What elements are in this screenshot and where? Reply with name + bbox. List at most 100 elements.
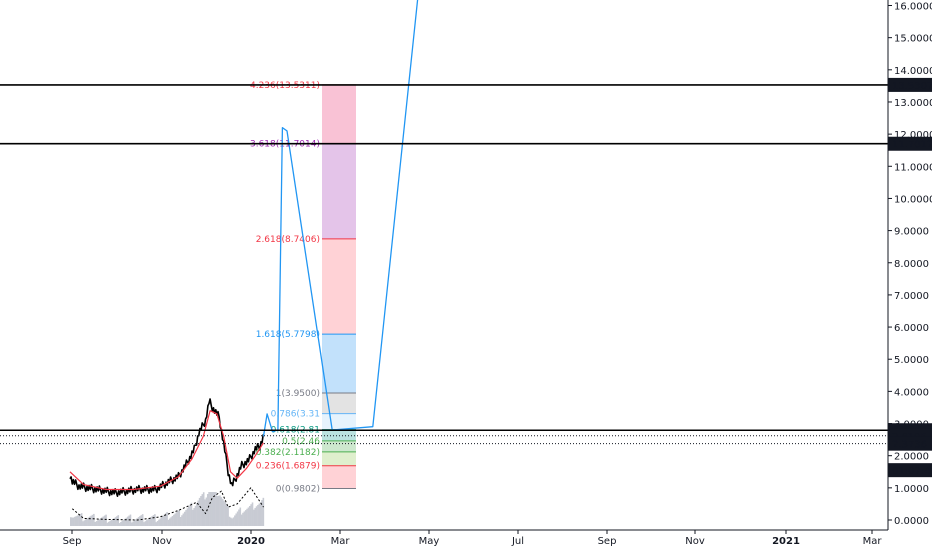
volume-bar [158,519,160,526]
fib-zone [322,413,356,430]
volume-bar [137,517,140,526]
fib-level-label: 1(3.9500) [276,389,320,399]
volume-bar [248,505,251,526]
volume-bar [128,515,130,526]
fib-zone [322,392,356,414]
volume-bar [75,516,78,526]
x-tick-label: Nov [685,536,705,547]
volume-bar [136,518,139,526]
volume-bar [167,519,170,526]
volume-bar [135,519,137,526]
volume-bar [147,519,149,526]
volume-bar [196,503,198,526]
volume-bar [250,504,252,526]
y-tick-label: 10.0000 [894,194,932,205]
volume-bar [219,495,221,526]
volume-bar [198,497,201,526]
volume-bar [258,503,261,526]
volume-bar [162,515,164,526]
volume-bar [220,497,223,526]
volume-bar [236,511,239,526]
volume-bar [88,516,91,526]
fib-level-label: 0.5(2.46 [282,437,320,447]
x-tick-label: Nov [152,536,172,547]
volume-bar [116,516,118,526]
fib-level-label: 0.786(3.31 [271,410,320,420]
volume-bar [97,520,99,526]
volume-bar [110,519,113,526]
volume-bar [109,520,111,526]
volume-bar [177,510,179,526]
volume-bar [189,504,191,526]
volume-bar [99,518,102,526]
volume-bar [244,510,247,526]
moving-average-line [69,410,265,491]
volume-bar [227,506,229,526]
volume-bar [117,515,120,526]
volume-bar [103,515,106,526]
volume-bar [143,522,145,526]
volume-bar [193,507,195,526]
volume-bar [261,500,263,526]
volume-bar [212,492,214,526]
volume-bar [168,518,171,526]
volume-bar [238,509,240,526]
volume-bar [208,492,210,526]
volume-bar [152,515,155,526]
fib-zone [322,465,356,489]
volume-bar [253,509,255,526]
volume-bar [192,509,194,526]
price-label: 11.7012 [892,140,932,151]
volume-bar [262,497,265,526]
y-tick-label: 16.0000 [894,2,932,13]
volume-bar [145,520,148,526]
price-label: 13.5307 [892,81,932,92]
volume-bar [84,519,87,526]
volume-bar [170,517,172,526]
volume-bar [118,523,121,526]
fib-level-label: 4.236(13.5311) [250,81,320,91]
volume-bar [228,516,231,526]
volume-bar [150,517,152,526]
volume-bar [190,502,193,526]
volume-bar [87,517,90,526]
volume-bar [174,513,177,526]
y-tick-label: 0.0000 [894,516,929,527]
volume-bar [234,515,236,526]
y-tick-label: 5.0000 [894,355,929,366]
projection-path [262,0,419,437]
volume-bar [223,500,225,526]
fib-level-label: 2.618(8.7406) [256,235,320,245]
volume-bar [80,513,83,526]
volume-bar [175,512,178,526]
fib-zone [322,84,356,144]
volume-bar [106,522,109,526]
y-tick-label: 13.0000 [894,98,932,109]
y-tick-label: 7.0000 [894,291,929,302]
volume-bar [154,514,156,526]
fib-level-label: 0(0.9802) [276,484,320,494]
fib-zone [322,440,356,452]
volume-bar [187,506,190,526]
volume-bar [141,514,144,526]
fib-level-label: 0.236(1.6879) [256,462,320,472]
y-tick-label: 4.0000 [894,387,929,398]
x-tick-label: Mar [331,536,351,547]
fib-level-label: 1.618(5.7798) [256,330,320,340]
price-label-bg [888,136,932,151]
volume-bar [231,518,233,526]
x-tick-label: 2020 [237,536,265,547]
volume-bar [217,495,220,526]
fib-zone [322,451,356,466]
fib-zone [322,238,356,335]
volume-bar [164,513,167,526]
fib-level-label: 3.618(11.7014) [250,140,320,150]
volume-bar [211,492,213,526]
volume-bar [163,514,166,526]
volume-bar [194,505,197,526]
volume-bar [114,517,117,526]
volume-bar [221,498,224,526]
volume-bar [181,515,183,526]
